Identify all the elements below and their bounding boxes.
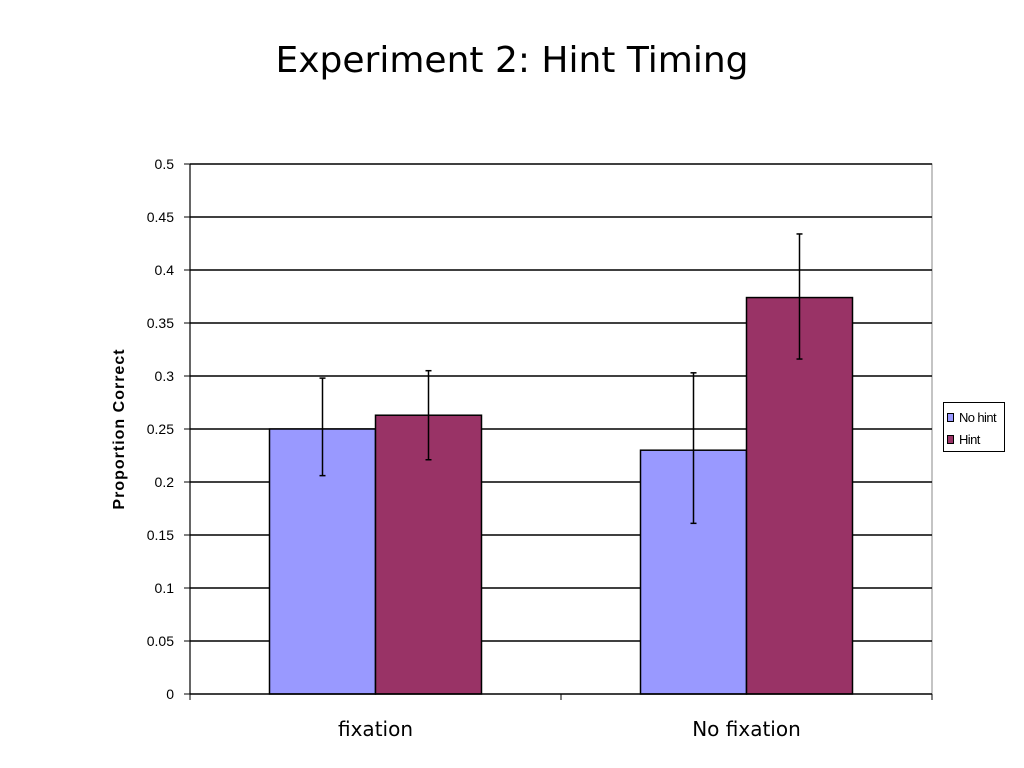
y-tick-label: 0.2 bbox=[155, 474, 175, 490]
y-tick-label: 0.5 bbox=[155, 156, 175, 172]
y-tick-label: 0.45 bbox=[147, 209, 174, 225]
y-tick-label: 0.25 bbox=[147, 421, 174, 437]
legend-item-hint: Hint bbox=[947, 428, 1004, 450]
legend-label-no-hint: No hint bbox=[959, 409, 997, 425]
x-tick-label: fixation bbox=[338, 717, 413, 741]
y-tick-label: 0.35 bbox=[147, 315, 174, 331]
y-tick-label: 0 bbox=[166, 686, 174, 702]
chart-legend: No hint Hint bbox=[943, 402, 1005, 452]
legend-label-hint: Hint bbox=[959, 431, 980, 447]
y-tick-label: 0.15 bbox=[147, 527, 174, 543]
y-tick-label: 0.3 bbox=[155, 368, 175, 384]
slide-title: Experiment 2: Hint Timing bbox=[275, 40, 749, 81]
legend-swatch-hint bbox=[947, 434, 954, 444]
y-axis-title: Proportion Correct bbox=[111, 348, 128, 509]
legend-item-no-hint: No hint bbox=[947, 406, 1004, 428]
bar-hint bbox=[745, 296, 854, 695]
y-tick-label: 0.05 bbox=[147, 633, 174, 649]
legend-swatch-no-hint bbox=[947, 412, 954, 422]
x-tick-label: No fixation bbox=[692, 717, 801, 741]
y-tick-label: 0.1 bbox=[155, 580, 175, 596]
y-tick-label: 0.4 bbox=[155, 262, 175, 278]
